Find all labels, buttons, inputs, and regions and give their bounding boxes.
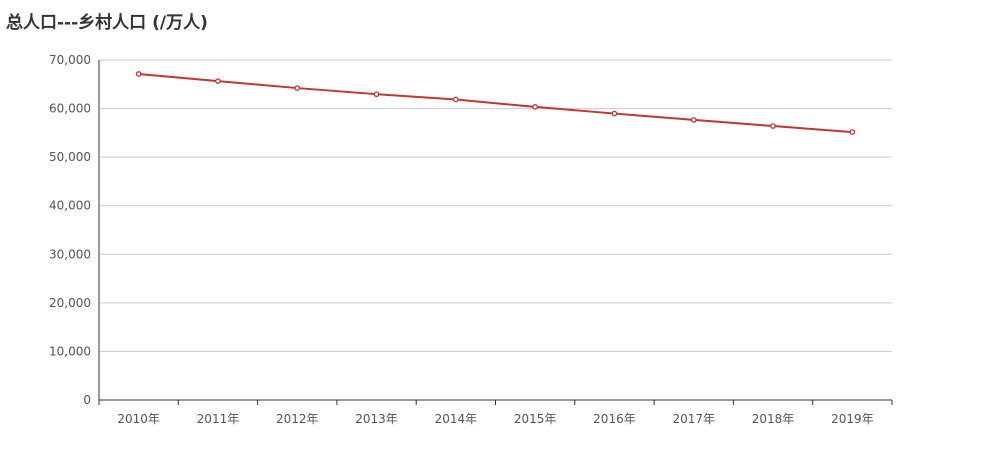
x-tick-label: 2014年 (435, 412, 478, 426)
data-point (849, 129, 856, 135)
data-point (532, 104, 539, 110)
y-tick-label: 50,000 (49, 150, 91, 164)
data-point (373, 91, 380, 98)
y-tick-label: 0 (83, 393, 91, 407)
y-tick-label: 70,000 (49, 53, 91, 67)
y-tick-label: 10,000 (49, 344, 91, 358)
data-point (452, 96, 459, 103)
x-tick-label: 2019年 (831, 412, 874, 426)
y-tick-label: 40,000 (49, 199, 91, 213)
data-point (770, 123, 776, 129)
y-tick-label: 20,000 (49, 296, 91, 310)
x-tick-label: 2016年 (593, 412, 636, 426)
y-tick-label: 60,000 (49, 102, 91, 116)
x-tick-label: 2015年 (514, 412, 557, 426)
grid-lines (99, 59, 892, 352)
x-tick-label: 2010年 (117, 412, 160, 426)
x-tick-label: 2013年 (355, 412, 398, 426)
x-axis: 2010年 2011年 2012年 2013年 2014年 2015年 2016年 2017年… (98, 399, 893, 426)
data-point (690, 117, 697, 123)
x-tick-label: 2011年 (197, 412, 240, 426)
x-tick-label: 2018年 (752, 412, 795, 426)
data-point (294, 85, 301, 91)
y-tick-label: 30,000 (49, 247, 91, 261)
series-line (138, 73, 853, 134)
data-point (611, 110, 618, 117)
series-layer (135, 71, 856, 135)
data-point (215, 78, 221, 84)
x-tick-label: 2017年 (672, 412, 715, 426)
data-point (135, 71, 142, 77)
x-tick-label: 2012年 (276, 412, 319, 426)
y-axis: 0 10,000 20,000 30,000 40,000 50,000 60,000 70,… (49, 53, 100, 407)
chart-title: 总人口---乡村人口 (/万人) (6, 13, 208, 33)
